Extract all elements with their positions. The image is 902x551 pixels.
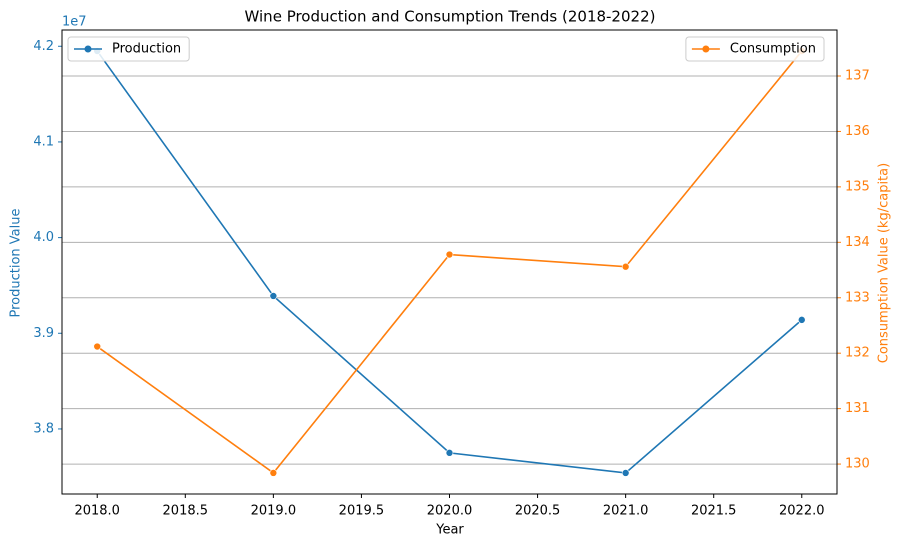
data-point [269, 469, 278, 477]
y2-tick-label: 133 [845, 290, 870, 305]
y-tick-label: 4.2 [33, 39, 54, 54]
legend: Production [67, 36, 190, 62]
data-point [445, 250, 454, 259]
y2-tick-label: 132 [845, 346, 870, 361]
x-tick-label: 2021.5 [691, 504, 737, 519]
y-tick-label: 3.8 [33, 421, 54, 436]
y-tick-label: 4.0 [33, 230, 54, 245]
data-point [93, 342, 102, 351]
data-point [269, 292, 278, 300]
x-tick-label: 2022.0 [779, 504, 825, 519]
data-point [621, 262, 630, 271]
y2-axis-label: Consumption Value (kg/capita) [877, 163, 892, 363]
legend-label: Production [112, 42, 181, 57]
y-axis-label: Production Value [9, 209, 24, 318]
y2-tick-label: 136 [845, 124, 870, 139]
data-point [797, 316, 806, 324]
x-tick-label: 2018.5 [163, 504, 209, 519]
x-tick-label: 2018.0 [74, 504, 120, 519]
y2-tick-label: 137 [845, 69, 870, 84]
legend-box [67, 36, 190, 62]
y2-tick-label: 131 [845, 401, 870, 416]
data-point [621, 469, 630, 477]
legend-label: Consumption [730, 42, 816, 57]
legend-marker [702, 45, 710, 53]
y-tick-label: 4.1 [33, 134, 54, 149]
plot-frame [61, 29, 838, 495]
y2-tick-label: 130 [845, 457, 870, 472]
y-offset-label: 1e7 [62, 15, 87, 30]
legend-marker [84, 45, 92, 53]
y-tick-label: 3.9 [33, 326, 54, 341]
legend: Consumption [685, 36, 825, 62]
x-tick-label: 2020.5 [515, 504, 561, 519]
y2-tick-label: 134 [845, 235, 870, 250]
chart-title: Wine Production and Consumption Trends (… [245, 8, 656, 26]
x-tick-label: 2020.0 [427, 504, 473, 519]
y2-tick-label: 135 [845, 179, 870, 194]
x-tick-label: 2021.0 [603, 504, 649, 519]
x-axis-label: Year [435, 523, 464, 538]
legend-box [685, 36, 825, 62]
x-tick-label: 2019.0 [251, 504, 297, 519]
x-tick-label: 2019.5 [339, 504, 385, 519]
data-point [445, 449, 454, 457]
